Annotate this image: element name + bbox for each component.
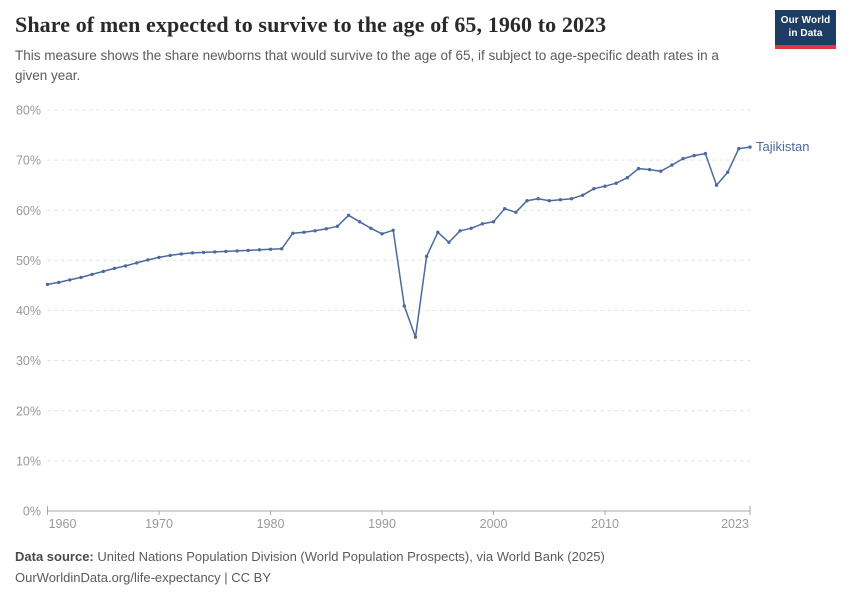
page-title: Share of men expected to survive to the … [15,12,607,37]
data-point [101,269,106,274]
data-point [714,183,719,187]
data-point [659,169,663,173]
data-source-text: United Nations Population Division (Worl… [97,549,605,564]
data-point [737,146,741,151]
y-axis-tick-label: 50% [16,254,41,268]
data-point [335,224,340,228]
line-chart: 0% 10% 20% 30% 40% 50% 60% 70% 80% 1960 1970 1980 19… [16,104,810,532]
x-axis-tick-label: 1960 [49,517,77,531]
data-point [413,335,418,339]
data-point [45,282,50,287]
data-point [168,253,172,258]
data-point [514,210,518,214]
data-point [592,187,596,191]
data-point [525,199,529,203]
chart-subtitle: This measure shows the share newborns th… [15,48,719,83]
owid-logo: Our World in Data [775,10,836,49]
data-point [235,249,239,253]
data-point [603,184,607,188]
y-axis-tick-label: 0% [23,505,41,519]
data-point [380,232,384,236]
data-point [68,278,72,282]
x-axis-tick-label: 1970 [145,517,173,531]
data-point [726,170,730,174]
license-link-line[interactable]: OurWorldinData.org/life-expectancy | CC … [15,569,272,585]
data-point [224,249,228,254]
data-point [213,250,217,254]
y-axis-tick-label: 30% [16,354,41,368]
data-point [692,153,696,158]
data-point [302,230,306,234]
data-point [291,231,295,235]
data-point [257,248,262,252]
data-point [480,222,485,226]
data-point [246,248,250,253]
data-point [201,250,206,255]
data-point [402,304,406,308]
data-point [558,198,563,202]
data-point [647,167,652,172]
data-point [280,247,284,251]
data-point [369,226,373,230]
data-point [569,197,574,201]
data-point [681,156,685,161]
data-point [625,176,629,180]
data-point [458,229,462,233]
y-axis-tick-label: 40% [16,304,41,318]
y-axis-tick-label: 80% [16,104,41,118]
logo-red-bar [775,45,836,49]
data-source-label: Data source: [15,549,94,564]
data-point [112,266,117,271]
data-point [268,247,273,251]
data-point [424,254,429,259]
data-point [346,213,351,217]
data-point [90,272,94,277]
data-point [670,163,674,167]
data-source-line: Data source: United Nations Population D… [15,547,815,568]
series-label-tajikistan: Tajikistan [756,139,809,154]
owid-logo-line2: in Data [788,27,823,39]
x-axis-tick-label: 2000 [480,517,508,531]
data-point [324,227,328,231]
data-point [491,220,496,224]
data-point [79,275,83,280]
data-point [146,258,150,262]
data-point [135,261,139,265]
chart-footer: Data source: United Nations Population D… [15,547,815,589]
data-point [636,166,641,171]
data-point [748,145,752,149]
x-axis-tick-label: 1980 [257,517,285,531]
y-axis-tick-label: 10% [16,454,41,468]
data-point [581,193,585,197]
data-point [157,255,161,260]
data-point [391,228,395,232]
x-axis-tick-label: 2023 [721,517,749,531]
x-axis-tick-label: 1990 [368,517,396,531]
owid-logo-line1: Our World [780,15,831,26]
owid-logo-text: Our World in Data [775,10,836,45]
data-point [190,251,195,255]
data-point [447,240,451,244]
data-point [703,151,708,156]
data-point [57,280,61,285]
data-point [547,199,551,203]
y-axis-tick-label: 20% [16,404,41,418]
data-point [469,226,473,230]
series-line-tajikistan [46,146,751,338]
data-point [123,264,128,268]
data-point [313,229,317,233]
data-point [536,197,540,201]
data-point [614,181,618,185]
data-point [503,207,507,211]
data-point [179,252,183,256]
chart-header: Share of men expected to survive to the … [15,12,755,86]
y-axis-tick-label: 60% [16,204,41,218]
x-axis-tick-label: 2010 [591,517,619,531]
data-point [358,220,362,224]
y-axis-tick-label: 70% [16,154,41,168]
data-point [436,230,440,234]
